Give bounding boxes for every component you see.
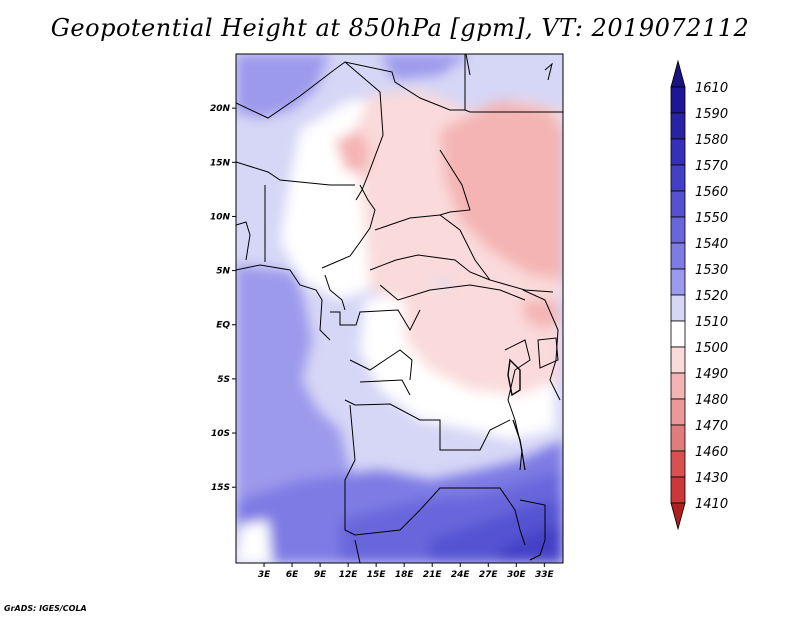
colorbar-label: 1520 <box>695 289 728 304</box>
colorbar-label: 1530 <box>695 263 728 278</box>
colorbar-label: 1470 <box>695 419 728 434</box>
map-frame <box>235 53 564 564</box>
colorbar-swatch <box>670 138 686 166</box>
lon-tick-label: 24E <box>451 570 471 580</box>
colorbar-swatch <box>670 268 686 296</box>
lat-tick-label: 10N <box>210 212 231 222</box>
latitude-axis: 20N 15N 10N 5N EQ 5S 10S 15S <box>210 104 236 493</box>
colorbar-swatch <box>670 112 686 140</box>
lon-tick-label: 30E <box>507 570 527 580</box>
colorbar-swatch <box>670 346 686 374</box>
colorbar-label: 1510 <box>695 315 728 330</box>
colorbar-swatch <box>670 164 686 192</box>
colorbar-label: 1560 <box>695 185 728 200</box>
lon-tick-label: 33E <box>535 570 555 580</box>
colorbar-label: 1500 <box>695 341 728 356</box>
lat-tick-label: 5S <box>217 375 230 385</box>
lon-tick-label: 15E <box>367 570 387 580</box>
colorbar-swatch <box>670 190 686 218</box>
height-field <box>236 54 563 563</box>
lat-tick-label: 20N <box>210 104 231 114</box>
colorbar-label: 1460 <box>695 445 728 460</box>
lat-tick-label: EQ <box>216 321 230 331</box>
lat-tick-label: 15N <box>210 158 231 168</box>
colorbar-label: 1540 <box>695 237 728 252</box>
colorbar-swatch <box>670 398 686 426</box>
colorbar-swatch <box>670 476 686 504</box>
colorbar: 1610 1590 1580 1570 1560 1550 1540 1530 1520 1510… <box>670 59 728 531</box>
colorbar-swatch <box>670 320 686 348</box>
lon-tick-label: 27E <box>479 570 499 580</box>
colorbar-bottom-arrow <box>670 502 686 531</box>
colorbar-label: 1490 <box>695 367 728 382</box>
colorbar-label: 1610 <box>695 81 728 96</box>
lon-tick-label: 6E <box>286 570 299 580</box>
colorbar-swatch <box>670 86 686 114</box>
lat-tick-label: 15S <box>211 483 230 493</box>
colorbar-label: 1410 <box>695 497 728 512</box>
colorbar-label: 1430 <box>695 471 728 486</box>
longitude-axis: 3E 6E 9E 12E 15E 18E 21E 24E 27E 30E 33E <box>258 563 555 580</box>
colorbar-top-arrow <box>670 59 686 88</box>
colorbar-swatch <box>670 372 686 400</box>
colorbar-swatch <box>670 216 686 244</box>
lon-tick-label: 9E <box>314 570 327 580</box>
lon-tick-label: 12E <box>339 570 359 580</box>
colorbar-swatch <box>670 424 686 452</box>
colorbar-label: 1480 <box>695 393 728 408</box>
colorbar-label: 1550 <box>695 211 728 226</box>
lat-tick-label: 5N <box>216 267 230 277</box>
colorbar-label: 1570 <box>695 159 728 174</box>
lon-tick-label: 18E <box>395 570 415 580</box>
lon-tick-label: 3E <box>258 570 271 580</box>
colorbar-swatch <box>670 294 686 322</box>
colorbar-label: 1580 <box>695 133 728 148</box>
colorbar-label: 1590 <box>695 107 728 122</box>
map-title: Geopotential Height at 850hPa [gpm], VT:… <box>50 14 750 42</box>
coastline-borders <box>236 54 563 563</box>
colorbar-swatch <box>670 242 686 270</box>
colorbar-swatch <box>670 450 686 478</box>
lat-tick-label: 10S <box>211 429 230 439</box>
lon-tick-label: 21E <box>423 570 443 580</box>
grads-credit: GrADS: IGES/COLA <box>4 604 87 613</box>
